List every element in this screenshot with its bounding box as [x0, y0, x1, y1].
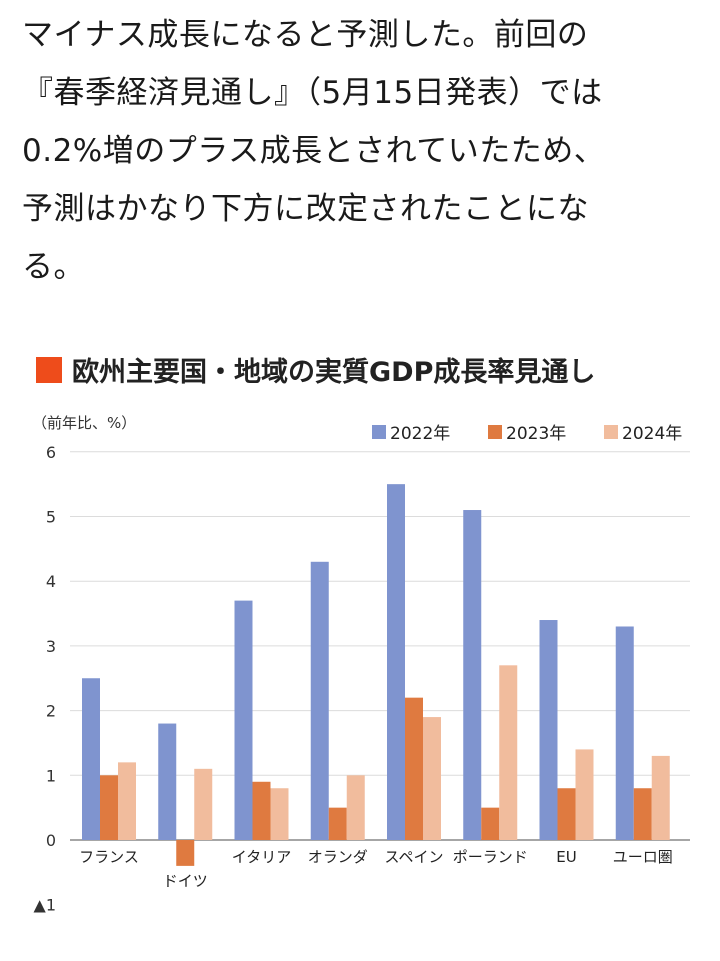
chart-title-text: 欧州主要国・地域の実質GDP成長率見通し [72, 357, 596, 388]
y-tick-label: 5 [46, 508, 56, 527]
bar [423, 717, 441, 840]
y-tick-label: 4 [46, 572, 56, 591]
category-label: EU [556, 848, 576, 866]
bar [633, 788, 652, 840]
bar [557, 788, 576, 840]
bar [346, 775, 365, 840]
legend: 2022年 2023年 2024年 [372, 424, 682, 444]
article-line-1: マイナス成長になると予測した。前回の [22, 17, 589, 53]
category-label: フランス [79, 848, 139, 866]
bar [100, 775, 118, 840]
bar [575, 749, 594, 840]
bar [310, 561, 329, 840]
title-square-icon [36, 356, 62, 383]
category-label: ドイツ [163, 872, 208, 890]
y-tick-label: ▲1 [34, 896, 56, 915]
category-label: イタリア [232, 848, 291, 866]
bar [499, 665, 518, 840]
chart-title: 欧州主要国・地域の実質GDP成長率見通し [36, 350, 595, 389]
y-tick-label: 3 [46, 637, 56, 656]
bar [651, 755, 670, 840]
article-line-2: 『春季経済見通し』（5月15日発表）では [22, 75, 603, 111]
bar [481, 807, 500, 840]
y-tick-label: 2 [46, 702, 56, 721]
bar [82, 678, 100, 840]
article-line-4: 予測はかなり下方に改定されたことにな [22, 191, 589, 227]
y-tick-label: 6 [46, 443, 56, 462]
unit-label: （前年比、%） [32, 414, 136, 432]
article-text: マイナス成長になると予測した。前回の 『春季経済見通し』（5月15日発表）では … [22, 6, 702, 296]
category-label: スペイン [385, 848, 444, 866]
bar [387, 484, 405, 840]
bar [405, 697, 423, 840]
category-label: ポーランド [453, 848, 528, 866]
bars [82, 484, 670, 866]
bar [615, 626, 634, 840]
bar [194, 768, 213, 840]
legend-swatch [372, 425, 386, 439]
bar [158, 723, 177, 840]
bar [463, 510, 482, 840]
bar [328, 807, 347, 840]
bar [234, 600, 253, 840]
category-label: オランダ [308, 848, 368, 866]
legend-label: 2022年 [390, 424, 450, 444]
y-tick-label: 1 [46, 766, 56, 785]
article-line-3: 0.2%増のプラス成長とされていたため、 [22, 133, 606, 169]
y-tick-label: 0 [46, 831, 56, 850]
bar [176, 840, 195, 866]
article-line-5: る。 [22, 249, 85, 285]
y-axis-ticks: 6 5 4 3 2 1 0 ▲1 [34, 443, 56, 915]
legend-swatch [488, 425, 502, 439]
category-label: ユーロ圏 [613, 848, 673, 866]
legend-swatch [604, 425, 618, 439]
legend-label: 2024年 [622, 424, 682, 444]
legend-label: 2023年 [506, 424, 566, 444]
bar [118, 762, 136, 840]
bar [270, 788, 289, 840]
bar [539, 620, 558, 840]
bar [252, 781, 271, 840]
